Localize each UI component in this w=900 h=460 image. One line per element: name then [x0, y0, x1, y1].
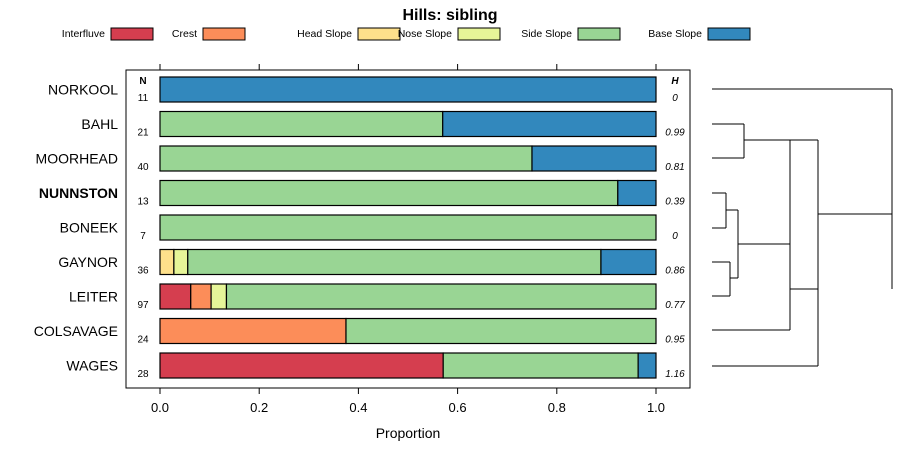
x-tick-label: 1.0: [647, 400, 665, 415]
h-value-label: 0: [672, 93, 678, 104]
bar-segment: [159, 352, 444, 379]
legend-swatch: [357, 27, 401, 41]
plot-frame: [125, 69, 691, 389]
h-value-label: 0.39: [665, 197, 685, 208]
bar-segment: [225, 283, 657, 310]
n-header: N: [139, 76, 146, 87]
x-axis: 0.0 0.2 0.4 0.6 0.8 1.0: [151, 64, 665, 415]
bar-segment: [617, 179, 657, 207]
h-value-label: 0: [672, 231, 678, 242]
bar-segment: [159, 214, 657, 241]
x-tick-label: 0.2: [250, 400, 268, 415]
bar-segment: [173, 248, 189, 276]
category-label: NUNNSTON: [39, 185, 118, 201]
n-count-label: 13: [137, 197, 149, 208]
bar-segment: [159, 317, 347, 345]
bar-segment: [190, 283, 212, 310]
bar-segment: [637, 352, 657, 379]
bar-segment: [345, 317, 657, 345]
h-value-label: 0.99: [665, 128, 685, 139]
category-label: COLSAVAGE: [34, 323, 118, 339]
bar-segment: [159, 248, 175, 276]
legend-label: Interfluve: [62, 28, 105, 40]
bar-segment: [159, 283, 192, 310]
n-count-label: 40: [137, 162, 149, 173]
n-count-label: 97: [137, 300, 149, 311]
dendrogram: [712, 88, 893, 367]
legend: Interfluve Crest Head Slope Nose Slope Side …: [62, 27, 751, 41]
legend-label: Base Slope: [648, 28, 702, 40]
bar-segment: [159, 76, 657, 103]
category-label: BAHL: [81, 116, 118, 132]
bars: NORKOOL 11 0 BAHL 21 0.99 MOORHEAD 40 0.81 NUNNST…: [34, 76, 685, 380]
category-label: MOORHEAD: [36, 151, 118, 167]
bar-segment: [159, 179, 619, 207]
h-value-label: 0.95: [665, 335, 685, 346]
x-tick-label: 0.6: [449, 400, 467, 415]
bar-segment: [600, 248, 657, 276]
bar-segment: [159, 145, 533, 172]
bar-segment: [442, 110, 657, 138]
legend-label: Side Slope: [521, 28, 572, 40]
legend-swatch: [202, 27, 246, 41]
legend-swatch: [457, 27, 501, 41]
h-value-label: 0.81: [665, 162, 684, 173]
legend-swatch: [110, 27, 154, 41]
h-value-label: 0.77: [665, 300, 685, 311]
x-tick-label: 0.8: [548, 400, 566, 415]
bar-segment: [210, 283, 228, 310]
category-label: GAYNOR: [58, 254, 118, 270]
h-header: H: [671, 76, 679, 87]
n-count-label: 28: [137, 369, 149, 380]
bar-segment: [442, 352, 639, 379]
n-count-label: 7: [140, 231, 146, 242]
n-count-label: 11: [138, 93, 149, 104]
x-tick-label: 0.0: [151, 400, 169, 415]
legend-swatch: [707, 27, 751, 41]
legend-label: Crest: [172, 28, 197, 40]
legend-label: Nose Slope: [398, 28, 452, 40]
chart-title: Hills: sibling: [402, 7, 497, 24]
bar-segment: [159, 110, 444, 138]
x-axis-title: Proportion: [376, 425, 441, 441]
legend-label: Head Slope: [297, 28, 352, 40]
h-value-label: 0.86: [665, 266, 685, 277]
n-count-label: 36: [137, 266, 149, 277]
n-count-label: 21: [137, 128, 149, 139]
n-count-label: 24: [137, 335, 149, 346]
bar-segment: [531, 145, 657, 172]
category-label: NORKOOL: [48, 82, 118, 98]
x-tick-label: 0.4: [349, 400, 367, 415]
legend-swatch: [577, 27, 621, 41]
category-label: BONEEK: [60, 220, 119, 236]
category-label: LEITER: [69, 289, 118, 305]
bar-segment: [187, 248, 602, 276]
h-value-label: 1.16: [665, 369, 685, 380]
category-label: WAGES: [66, 358, 118, 374]
